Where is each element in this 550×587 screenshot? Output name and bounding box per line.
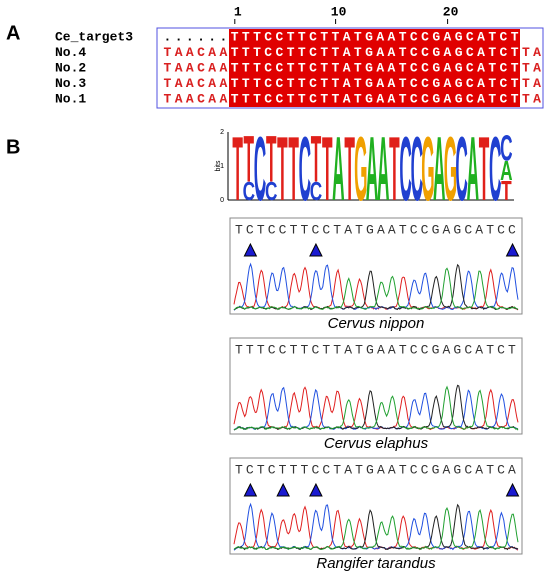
logo-letter: C (411, 118, 423, 219)
trace (233, 262, 519, 311)
mutation-marker (309, 242, 323, 257)
row-name: Ce_target3 (55, 29, 133, 44)
mutation-marker (505, 482, 520, 497)
logo-letter: T (479, 118, 490, 219)
base-calls: TCTCTTTCCTATGAATCCGAGCATCA (235, 462, 519, 477)
logo-letter: C (265, 177, 278, 206)
logo-letter: C (243, 177, 256, 206)
trace (233, 506, 519, 551)
mutation-marker (243, 482, 258, 497)
logo-letter: G (421, 118, 434, 219)
logo-letter: A (467, 118, 479, 219)
species-name: Cervus nippon (328, 315, 425, 332)
logo-letter: T (501, 175, 512, 206)
row-name: No.2 (55, 60, 86, 75)
trace (233, 385, 519, 431)
sequence: TAACAATTTCCTTCTTATGAATCCGAGCATCTTA (164, 76, 545, 91)
logo-letter: A (377, 118, 389, 219)
mutation-marker (243, 242, 258, 257)
logo-y-tick: 0 (220, 197, 224, 204)
logo-letter: C (299, 118, 311, 219)
logo-y-tick: 1 (220, 163, 224, 170)
base-calls: TTTCCTTCTTATGAATCCGAGCATCT (235, 342, 519, 357)
sequence: TAACAATTTCCTTCTTATGAATCCGAGCATCTTA (164, 91, 545, 106)
ruler-label: 20 (443, 4, 459, 19)
logo-letter: T (322, 118, 333, 219)
ruler-label: 1 (234, 4, 242, 19)
row-name: No.1 (55, 91, 86, 106)
ruler-label: 10 (331, 4, 347, 19)
row-name: No.4 (55, 45, 86, 60)
logo-letter: C (310, 177, 323, 206)
logo-letter: T (389, 118, 400, 219)
sequence: TAACAATTTCCTTCTTATGAATCCGAGCATCTTA (164, 45, 545, 60)
logo-letter: C (455, 118, 467, 219)
logo-letter: A (332, 118, 344, 219)
logo-letter: T (344, 118, 355, 219)
sequence: TAACAATTTCCTTCTTATGAATCCGAGCATCTTA (164, 60, 545, 75)
panel-label: B (6, 136, 20, 158)
logo-letter: T (244, 124, 255, 196)
logo-letter: C (399, 118, 411, 219)
mutation-marker (309, 482, 323, 497)
mutation-marker (505, 242, 520, 257)
panel-label: A (6, 22, 20, 44)
logo-letter: A (500, 155, 512, 186)
trace (233, 502, 519, 551)
logo-letter: T (288, 118, 299, 219)
logo-letter: A (433, 118, 445, 219)
logo-letter: C (500, 128, 512, 169)
logo-letter: T (311, 124, 322, 196)
logo-letter: T (266, 124, 277, 196)
species-name: Rangifer tarandus (316, 555, 436, 572)
logo-letter: G (444, 118, 457, 219)
trace (233, 386, 519, 431)
identity-block (229, 29, 520, 107)
logo-y-label: bits (215, 160, 222, 171)
logo-letter: T (232, 118, 243, 219)
logo-letter: C (254, 118, 266, 219)
sequence: ......TTTCCTTCTTATGAATCCGAGCATCT (164, 29, 522, 44)
row-name: No.3 (55, 76, 86, 91)
trace (234, 503, 519, 551)
species-name: Cervus elaphus (324, 435, 429, 452)
mutation-marker (276, 482, 290, 497)
logo-letter: T (277, 118, 288, 219)
base-calls: TCTCCTTCCTATGAATCCGAGCATCC (235, 222, 519, 237)
logo-letter: G (354, 118, 367, 219)
trace (233, 267, 519, 311)
logo-letter: A (366, 118, 378, 219)
logo-letter: C (489, 118, 501, 219)
logo-y-tick: 2 (220, 129, 224, 136)
